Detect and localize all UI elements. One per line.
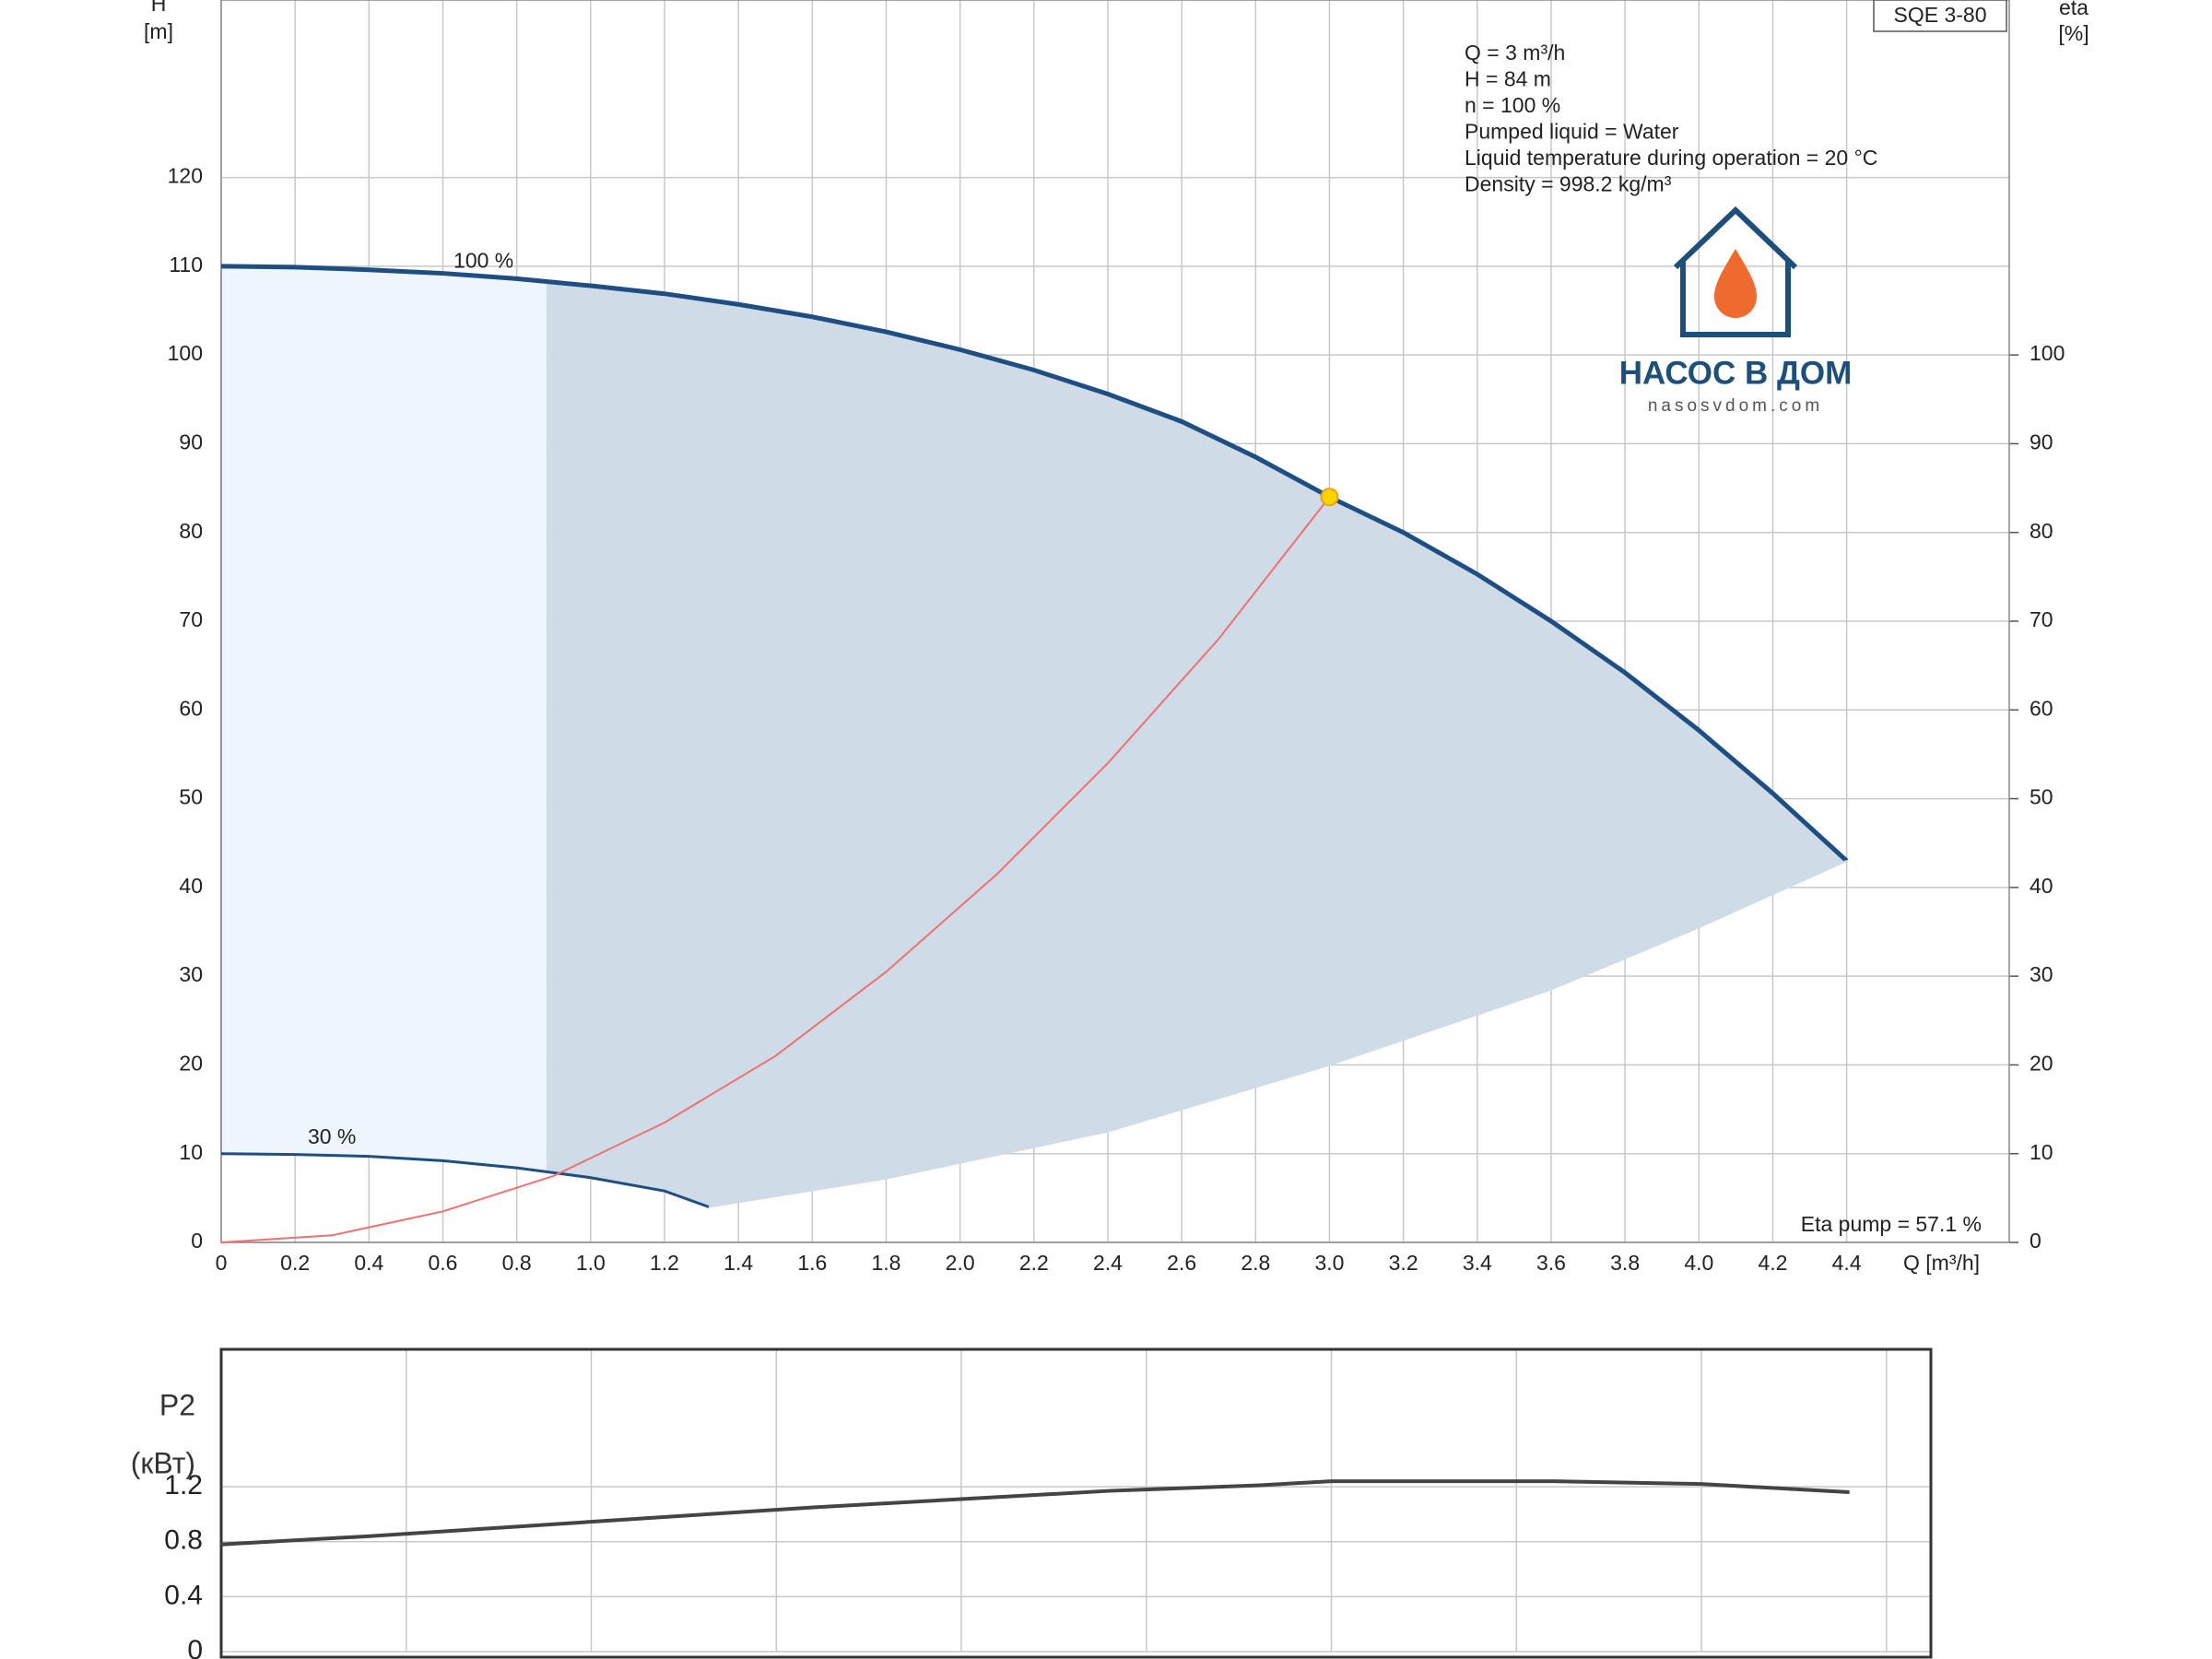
x-tick-label: 3.4	[1463, 1251, 1492, 1275]
x-tick-label: 0.6	[429, 1251, 458, 1275]
x-tick-label: 4.2	[1758, 1251, 1787, 1275]
logo-name: НАСОС В ДОМ	[1619, 355, 1853, 391]
y-axis-label: H	[151, 0, 167, 16]
operating-range	[546, 281, 1847, 1207]
y2-tick-label: 20	[2030, 1052, 2053, 1076]
y-axis-label: P2	[159, 1388, 195, 1421]
annotation: Density = 998.2 kg/m³	[1465, 172, 1672, 196]
y-tick-label: 90	[179, 430, 203, 454]
main-chart: 0 10 20 30 40 50 60 70 80 90 100 110 120 0 10 20 30 40 50 6…	[144, 0, 2089, 1275]
y-tick-label: 30	[179, 962, 203, 986]
x-tick-label: 0.2	[280, 1251, 310, 1275]
y2-tick-label: 40	[2030, 874, 2053, 898]
annotation: Q = 3 m³/h	[1465, 41, 1565, 65]
chart-title: SQE 3-80	[1894, 3, 1987, 27]
x-tick-label: 3.8	[1610, 1251, 1640, 1275]
x-tick-label: 2.0	[946, 1251, 975, 1275]
x-tick-label: 1.8	[871, 1251, 900, 1275]
y-tick-label: 1.2	[164, 1470, 203, 1500]
y-tick-label: 50	[179, 785, 203, 809]
duty-point	[1320, 488, 1339, 507]
y-tick-label: 70	[179, 607, 203, 631]
y-tick-label: 40	[179, 874, 203, 898]
y-tick-label: 0	[191, 1229, 203, 1253]
y-tick-label: 0.8	[164, 1525, 203, 1556]
x-tick-label: 1.6	[797, 1251, 827, 1275]
y-tick-label: 100	[168, 341, 203, 365]
y-tick-label: 60	[179, 696, 203, 720]
x-tick-label: 1.4	[724, 1251, 753, 1275]
curve	[220, 264, 1849, 863]
logo-house	[1673, 206, 1798, 337]
curve-label: 30 %	[308, 1124, 356, 1148]
x-tick-label: 0.4	[354, 1251, 383, 1275]
x-tick-label: 0	[216, 1251, 228, 1275]
y2-tick-label: 100	[2030, 341, 2065, 365]
eta-note: Eta pump = 57.1 %	[1801, 1212, 1982, 1236]
annotation: Liquid temperature during operation = 20…	[1465, 146, 1877, 170]
y-tick-label: 0	[187, 1635, 203, 1659]
plot-frame	[219, 1347, 1933, 1659]
plot-frame	[220, 0, 2010, 1243]
x-tick-label: 0.8	[502, 1251, 532, 1275]
y-tick-label: 120	[168, 164, 203, 188]
annotation: H = 84 m	[1465, 67, 1551, 91]
y2-axis-label: [%]	[2058, 21, 2088, 45]
y2-tick-label: 10	[2030, 1140, 2053, 1164]
x-axis-label: Q [m³/h]	[1903, 1251, 1980, 1275]
y-tick-label: 10	[179, 1140, 203, 1164]
y-axis-label: (кВт)	[131, 1446, 195, 1479]
x-tick-label: 3.2	[1389, 1251, 1418, 1275]
y2-tick-label: 0	[2030, 1229, 2041, 1253]
annotation: n = 100 %	[1465, 93, 1560, 117]
y-tick-label: 0.4	[164, 1580, 203, 1610]
range-boundary	[708, 860, 1848, 1208]
x-tick-label: 3.6	[1536, 1251, 1566, 1275]
y2-tick-label: 80	[2030, 519, 2053, 543]
logo	[1673, 206, 1798, 337]
curve-label: 100 %	[453, 248, 513, 272]
x-tick-label: 4.4	[1832, 1251, 1862, 1275]
y-tick-label: 80	[179, 519, 203, 543]
x-tick-label: 2.2	[1019, 1251, 1049, 1275]
x-tick-label: 2.4	[1093, 1251, 1123, 1275]
annotation: Pumped liquid = Water	[1465, 120, 1679, 144]
x-tick-label: 1.2	[650, 1251, 679, 1275]
low-speed-range	[221, 265, 547, 1172]
title-box	[1873, 0, 2007, 32]
x-tick-label: 2.6	[1167, 1251, 1196, 1275]
curve	[220, 1152, 710, 1208]
curve	[220, 496, 1331, 1243]
x-tick-label: 2.8	[1241, 1251, 1270, 1275]
x-tick-label: 1.0	[576, 1251, 606, 1275]
x-tick-label: 3.0	[1314, 1251, 1344, 1275]
power-chart: 0 0.4 0.8 1.2 P2 (кВт)	[131, 1347, 1933, 1659]
y-axis-label: [m]	[144, 19, 173, 43]
y2-tick-label: 90	[2030, 430, 2053, 454]
logo-flame	[1714, 249, 1757, 318]
y2-axis-label: eta	[2059, 0, 2088, 19]
y-tick-label: 110	[169, 253, 203, 276]
curve	[220, 1479, 1850, 1547]
y2-tick-label: 60	[2030, 696, 2053, 720]
y2-tick-label: 30	[2030, 962, 2053, 986]
logo-site: nasosvdom.com	[1648, 396, 1823, 416]
y2-tick-label: 70	[2030, 607, 2053, 631]
y-tick-label: 20	[179, 1052, 203, 1076]
y2-tick-label: 50	[2030, 785, 2053, 809]
x-tick-label: 4.0	[1684, 1251, 1713, 1275]
